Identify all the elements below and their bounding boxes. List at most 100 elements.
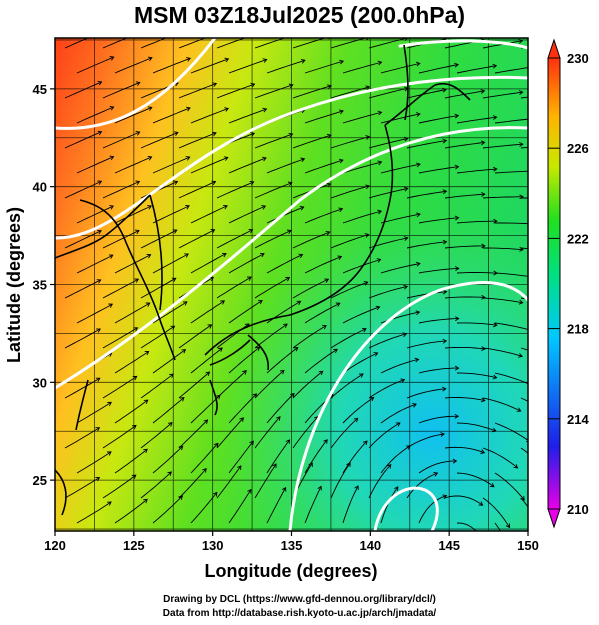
streamline-arrowhead: [131, 474, 137, 479]
streamline: [228, 300, 263, 324]
streamline-arrowhead: [530, 328, 534, 332]
streamline-arrowhead: [285, 277, 291, 282]
streamline-arrowhead: [394, 486, 399, 491]
streamline-arrowhead: [518, 141, 524, 147]
streamline-arrowhead: [133, 327, 139, 332]
streamline: [102, 425, 137, 449]
streamline-arrowhead: [179, 397, 185, 402]
streamline-arrowhead: [361, 327, 367, 333]
streamline: [228, 346, 260, 374]
streamline-arrowhead: [135, 131, 141, 136]
streamline: [228, 440, 254, 474]
streamline-arrowhead: [531, 65, 535, 69]
streamline: [266, 347, 299, 374]
streamline: [330, 462, 351, 499]
streamline-arrowhead: [550, 554, 554, 558]
streamline-arrowhead: [144, 351, 150, 356]
streamline-arrowhead: [403, 186, 409, 192]
streamline: [342, 440, 368, 474]
streamline-arrowhead: [242, 370, 247, 375]
streamline: [64, 131, 102, 149]
streamline-arrowhead: [249, 440, 254, 446]
colorbar: 230 226 222 218 214 210: [547, 38, 589, 529]
streamline: [406, 241, 447, 249]
streamline-arrowhead: [454, 316, 460, 322]
streamline-arrowhead: [403, 136, 409, 142]
streamline-arrowhead: [239, 417, 244, 422]
streamline-arrowhead: [220, 300, 226, 305]
streamline-arrowhead: [481, 191, 486, 197]
streamline: [418, 115, 459, 124]
streamline-arrowhead: [377, 209, 383, 215]
streamline-arrowhead: [207, 324, 213, 329]
streamline-arrowhead: [109, 105, 115, 111]
streamline: [216, 465, 242, 499]
colorbar-bottom-arrow: [547, 508, 561, 529]
streamline: [368, 187, 408, 199]
streamline-arrowhead: [276, 416, 281, 421]
streamline-arrowhead: [478, 501, 484, 506]
streamline-arrowhead: [224, 107, 230, 112]
streamline-arrowhead: [404, 38, 409, 42]
streamline-arrowhead: [218, 347, 223, 352]
streamline-arrowhead: [173, 180, 179, 186]
streamline-arrowhead: [95, 427, 101, 432]
y-axis-label: Latitude (degrees): [4, 207, 24, 363]
streamline-arrowhead: [363, 280, 369, 286]
streamline-arrowhead: [454, 215, 460, 221]
streamline: [456, 372, 497, 379]
streamline: [102, 81, 140, 99]
coastlines: [55, 44, 471, 516]
streamline-arrowhead: [317, 485, 322, 491]
streamline: [76, 401, 112, 424]
streamline-arrowhead: [145, 302, 151, 307]
streamline: [406, 340, 447, 349]
streamline: [342, 61, 382, 74]
streamline-arrowhead: [492, 166, 498, 172]
streamline: [444, 193, 485, 199]
streamline-arrowhead: [147, 106, 153, 111]
streamline: [418, 267, 459, 274]
streamline-arrowhead: [442, 239, 448, 245]
y-tick-label: 35: [33, 278, 47, 293]
streamline-arrowhead: [252, 393, 258, 398]
streamline: [483, 247, 524, 251]
streamline: [76, 156, 114, 174]
streamline-arrowhead: [454, 413, 460, 419]
streamline: [190, 492, 218, 524]
streamline: [304, 159, 344, 174]
streamline-arrowhead: [97, 130, 103, 136]
streamline: [178, 468, 207, 499]
streamline-arrowhead: [296, 300, 302, 306]
streamline-arrowhead: [258, 300, 263, 305]
streamline-arrowhead: [259, 252, 265, 258]
streamline: [342, 485, 359, 524]
x-tick-label: 150: [517, 538, 539, 553]
streamline-arrowhead: [211, 180, 217, 186]
streamline: [494, 272, 528, 277]
streamline-arrowhead: [365, 184, 370, 190]
streamline-arrowhead: [442, 138, 448, 144]
streamline-arrowhead: [248, 229, 254, 234]
streamline-arrowhead: [415, 310, 421, 316]
streamline: [444, 346, 485, 350]
streamline-arrowhead: [169, 373, 174, 379]
streamline-arrowhead: [416, 212, 421, 218]
streamline-arrowhead: [518, 299, 524, 305]
grid-lines: [55, 38, 528, 531]
streamline: [304, 110, 344, 124]
streamline: [178, 419, 208, 449]
colorbar-tick-label: 226: [567, 141, 589, 156]
streamline-arrowhead: [442, 189, 448, 195]
streamline: [304, 439, 328, 474]
streamline: [494, 522, 501, 531]
y-tick-label: 30: [33, 375, 47, 390]
streamline-arrowhead: [96, 279, 102, 284]
streamline-arrowhead: [531, 275, 535, 279]
x-axis-ticks: 120 125 130 135 140 145 150: [44, 531, 539, 553]
streamline: [114, 205, 152, 224]
streamline: [114, 254, 151, 274]
streamline: [152, 495, 183, 524]
streamline-arrowhead: [203, 419, 209, 425]
streamline-arrowhead: [247, 276, 252, 281]
